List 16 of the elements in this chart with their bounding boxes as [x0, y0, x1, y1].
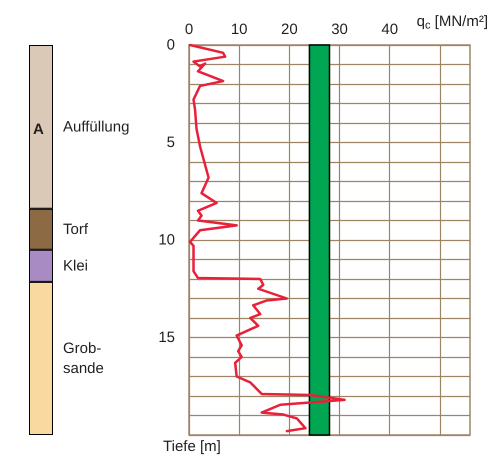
- x-tick-label: 30: [331, 21, 348, 38]
- y-axis-title: Tiefe [m]: [163, 438, 221, 455]
- series-label: Grob- sande: [63, 340, 104, 377]
- x-tick-label: 40: [381, 21, 398, 38]
- series-label: Auffüllung: [63, 118, 130, 136]
- x-tick-label: 0: [184, 21, 194, 38]
- y-tick-label: 0: [166, 36, 175, 54]
- x-tick-label: 20: [281, 21, 298, 38]
- line-series: [188, 44, 346, 432]
- y-tick-label: 5: [166, 134, 175, 151]
- y-tick-label: 10: [158, 232, 175, 248]
- series-label: Torf: [63, 220, 89, 238]
- x-tick-label: 10: [230, 21, 248, 38]
- series-label: Klei: [63, 257, 88, 274]
- y-tick-label: 15: [158, 329, 175, 346]
- annotation: A: [33, 121, 44, 138]
